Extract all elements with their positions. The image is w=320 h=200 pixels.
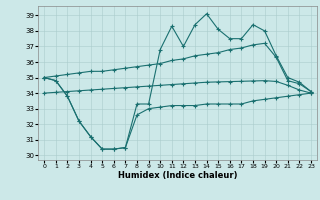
X-axis label: Humidex (Indice chaleur): Humidex (Indice chaleur): [118, 171, 237, 180]
